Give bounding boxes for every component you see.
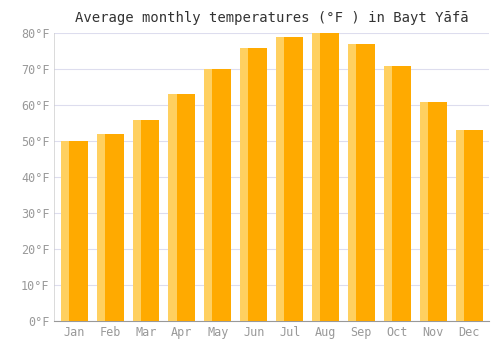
Bar (456, 130, 482, 321)
Title: Average monthly temperatures (°F ) in Bayt Yāfā: Average monthly temperatures (°F ) in Ba… (75, 11, 468, 25)
Bar (420, 102, 446, 321)
Bar (276, 37, 303, 321)
Bar (240, 48, 248, 321)
Bar (348, 44, 375, 321)
Bar (348, 44, 356, 321)
Bar (240, 48, 267, 321)
Bar (61, 141, 88, 321)
Bar (384, 65, 392, 321)
Bar (61, 141, 69, 321)
Bar (384, 65, 411, 321)
Bar (168, 94, 196, 321)
Bar (204, 69, 212, 321)
Bar (168, 94, 176, 321)
Bar (312, 33, 320, 321)
Bar (456, 130, 464, 321)
Bar (132, 120, 160, 321)
Bar (204, 69, 232, 321)
Bar (312, 33, 339, 321)
Bar (96, 134, 104, 321)
Bar (132, 120, 140, 321)
Bar (96, 134, 124, 321)
Bar (276, 37, 284, 321)
Bar (420, 102, 428, 321)
